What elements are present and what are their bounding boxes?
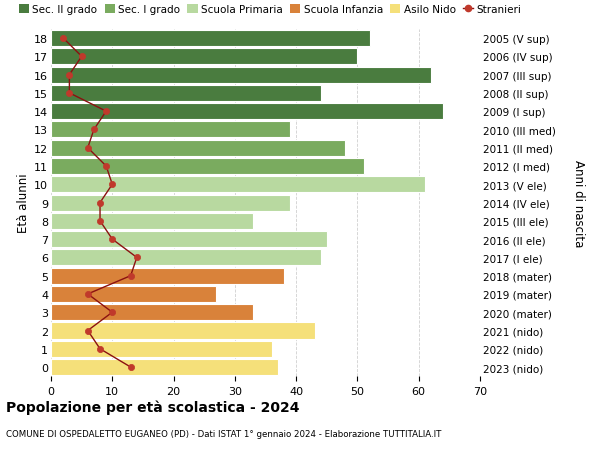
Bar [51, 122, 290, 138]
Bar [51, 359, 278, 375]
Bar [51, 104, 443, 120]
Y-axis label: Anni di nascita: Anni di nascita [572, 160, 586, 246]
Y-axis label: Età alunni: Età alunni [17, 174, 30, 233]
Bar [51, 323, 314, 339]
Bar [51, 86, 320, 102]
Bar [51, 341, 272, 357]
Bar [51, 268, 284, 284]
Bar [51, 286, 217, 302]
Bar [51, 213, 253, 230]
Bar [51, 304, 253, 320]
Bar [51, 250, 320, 266]
Bar [51, 177, 425, 193]
Text: Popolazione per età scolastica - 2024: Popolazione per età scolastica - 2024 [6, 399, 299, 414]
Text: COMUNE DI OSPEDALETTO EUGANEO (PD) - Dati ISTAT 1° gennaio 2024 - Elaborazione T: COMUNE DI OSPEDALETTO EUGANEO (PD) - Dat… [6, 429, 442, 438]
Bar [51, 231, 327, 247]
Bar [51, 140, 345, 157]
Bar [51, 49, 358, 65]
Bar [51, 31, 370, 47]
Legend: Sec. II grado, Sec. I grado, Scuola Primaria, Scuola Infanzia, Asilo Nido, Stran: Sec. II grado, Sec. I grado, Scuola Prim… [19, 5, 521, 15]
Bar [51, 67, 431, 84]
Bar [51, 195, 290, 211]
Bar [51, 159, 364, 175]
